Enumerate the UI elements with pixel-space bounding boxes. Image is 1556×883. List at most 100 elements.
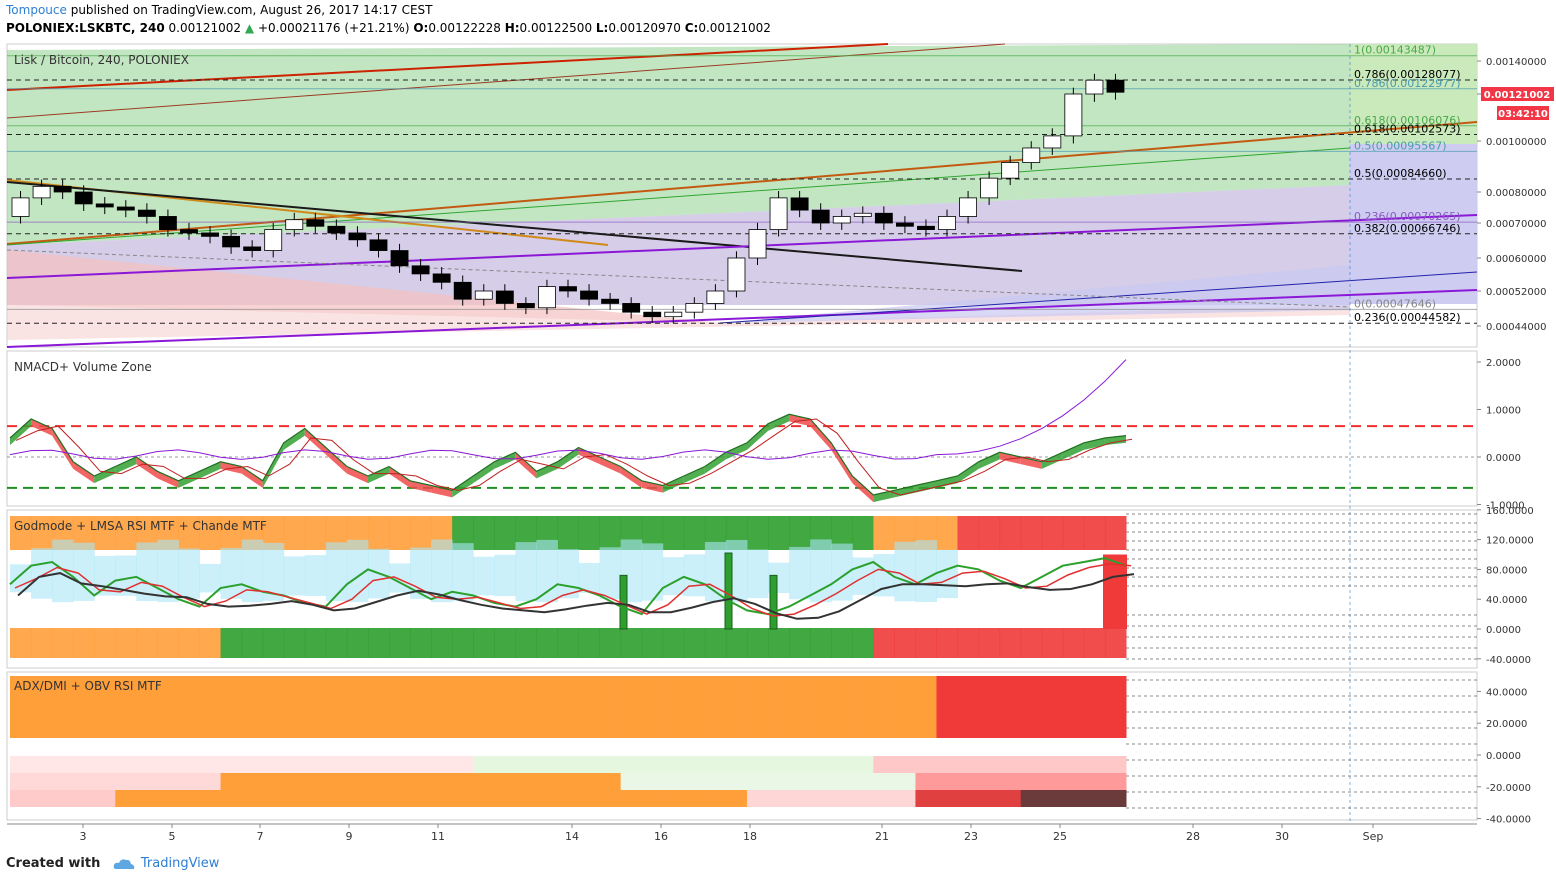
nmacd-ribbon [1062, 442, 1084, 460]
adx-heat-cell [515, 790, 537, 807]
nmacd-ribbon [578, 447, 600, 465]
godmode-bottom-band [789, 628, 811, 658]
godmode-bottom-band [999, 628, 1022, 658]
godmode-bottom-band [325, 628, 348, 658]
nmacd-ribbon [725, 442, 747, 460]
adx-heat-cell [389, 756, 411, 773]
adx-heat-cell [810, 790, 832, 807]
adx-tick-label: 0.0000 [1486, 751, 1521, 762]
price-tick-label: 0.00070000 [1486, 219, 1546, 230]
adx-heat-cell [94, 773, 116, 790]
fib-level-label: 0.786(0.00122977) [1354, 77, 1461, 90]
adx-heat-cell [915, 773, 937, 790]
trendline-orange-mid[interactable] [6, 121, 1478, 245]
change-value: +0.00021176 (+21.21%) [257, 21, 410, 35]
nmacd-pane[interactable]: 2.0000 1.0000 0.0000 -1.0000 NMACD+ Volume … [6, 350, 1525, 512]
candle-body [201, 232, 219, 237]
time-tick-label: 7 [257, 830, 264, 843]
nmacd-ribbon [178, 471, 200, 488]
adx-heat-cell [1083, 756, 1106, 773]
adx-top-band [1104, 676, 1127, 738]
adx-pane[interactable]: 40.0000 20.0000 0.0000 -20.0000 -40.0000 ADX… [6, 671, 1531, 826]
adx-top-band [746, 676, 769, 738]
high-value: 0.00122500 [519, 21, 593, 35]
adx-heat-cell [768, 756, 790, 773]
godmode-top-band [1062, 516, 1085, 550]
godmode-top-band [1041, 516, 1064, 550]
godmode-pane[interactable]: 160.0000 120.0000 80.0000 40.0000 0.0000 -40.… [6, 506, 1534, 669]
price-pane[interactable]: 1(0.00143487) 0.786(0.00128077)0.786(0.00… [6, 43, 1554, 348]
godmode-bottom-band [52, 628, 74, 658]
time-tick-label: 18 [743, 830, 757, 843]
adx-top-band [536, 676, 558, 738]
adx-top-band [1062, 676, 1085, 738]
candle-body [917, 225, 935, 230]
adx-top-band [768, 676, 790, 738]
trendline-brown-upper[interactable] [6, 43, 1006, 119]
time-axis[interactable]: 3 5 7 9 11 14 16 18 21 23 25 28 30 Sep [7, 44, 1477, 843]
candle-body [474, 290, 493, 300]
adx-heat-cell [831, 790, 853, 807]
godmode-red-line [14, 563, 1132, 617]
candle-body [1085, 79, 1104, 95]
nmacd-ribbon [283, 428, 305, 450]
adx-heat-cell [1104, 756, 1127, 773]
nmacd-ribbon [620, 466, 642, 488]
adx-heat-cell [410, 756, 432, 773]
trendline-purple-mid[interactable] [6, 214, 1478, 279]
trendline-dashed[interactable] [6, 249, 1351, 308]
zone-blue [720, 265, 1350, 323]
candle-body [706, 290, 725, 304]
adx-heat-cell [389, 773, 411, 790]
time-tick-label: 30 [1275, 830, 1289, 843]
adx-heat-cell [852, 773, 874, 790]
adx-heat-cell [978, 773, 1001, 790]
fib-level-label: 0(0.00047646) [1354, 297, 1436, 310]
godmode-axis: 160.0000 120.0000 80.0000 40.0000 0.0000 -40.… [1477, 506, 1534, 666]
godmode-bottom-band [220, 628, 243, 658]
adx-heat-cell [304, 756, 327, 773]
adx-heat-cell [304, 773, 327, 790]
adx-heat-cell [536, 756, 558, 773]
trendline-blue[interactable] [719, 271, 1478, 324]
adx-heat-cell [789, 773, 811, 790]
candle-body [790, 197, 809, 211]
godmode-cyan-zone [578, 563, 601, 593]
time-tick-label: 11 [431, 830, 445, 843]
godmode-bottom-band [410, 628, 432, 658]
adx-heat-cell [831, 773, 853, 790]
adx-top-band [178, 676, 201, 738]
godmode-bottom-band [915, 628, 937, 658]
candle-body [369, 239, 388, 251]
adx-heat-cell [10, 756, 32, 773]
godmode-top-band [957, 516, 980, 550]
godmode-bottom-band [641, 628, 664, 658]
adx-heat-cell [725, 756, 748, 773]
chart-area[interactable]: 1(0.00143487) 0.786(0.00128077)0.786(0.00… [0, 40, 1556, 850]
close-label: C: [684, 21, 699, 35]
godmode-top-band [452, 516, 474, 550]
candle-body [327, 225, 346, 234]
adx-heat-cell [999, 790, 1022, 807]
fib-channel-green [7, 44, 1350, 245]
adx-heat-cell [136, 773, 158, 790]
nmacd-ribbon [999, 452, 1021, 465]
author-link[interactable]: Tompouce [6, 3, 67, 17]
adx-heat-cell [1020, 773, 1043, 790]
adx-heat-cell [31, 790, 53, 807]
trendline-purple-low[interactable] [6, 289, 1478, 348]
nmacd-ribbon [31, 419, 53, 436]
trendline-green[interactable] [6, 147, 1351, 246]
tradingview-brand[interactable]: TradingView [140, 856, 220, 871]
godmode-bottom-band [283, 628, 306, 658]
adx-heat-cell [473, 756, 495, 773]
godmode-bottom-band [473, 628, 495, 658]
adx-heat-cell [536, 773, 558, 790]
trendline-red-upper[interactable] [6, 43, 889, 91]
godmode-cyan-zone [304, 555, 327, 596]
nmacd-ribbon [957, 461, 979, 484]
nmacd-tick-label: 1.0000 [1486, 406, 1521, 417]
nmacd-ribbon [683, 466, 705, 484]
trendline-black[interactable] [6, 181, 1023, 272]
fib-levels: 1(0.00143487) 0.786(0.00128077)0.786(0.00… [7, 44, 1477, 324]
